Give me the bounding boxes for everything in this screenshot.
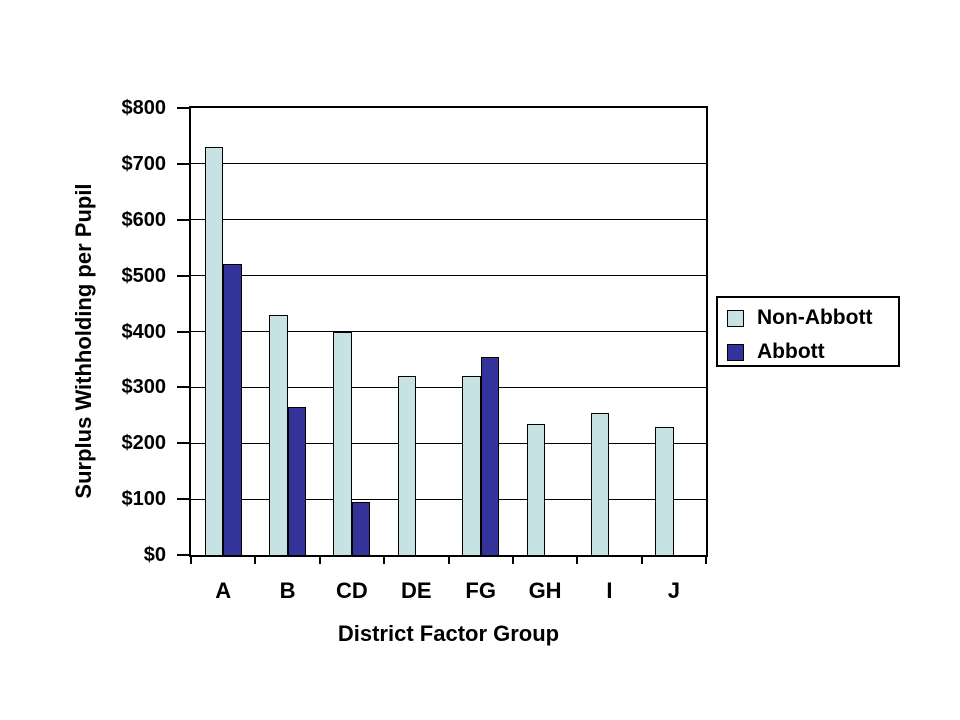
bar-non-abbott-cd	[333, 331, 352, 555]
y-tick-label-0: $0	[143, 544, 166, 566]
y-tick-2	[177, 442, 189, 445]
x-tick-label-b: B	[279, 578, 296, 603]
x-tick-0	[190, 557, 192, 564]
y-tick-label-6: $600	[121, 208, 167, 231]
x-tick-2	[318, 557, 321, 564]
bar-non-abbott-i	[590, 412, 610, 555]
bar-abbott-b	[287, 406, 307, 555]
gridline-600	[191, 219, 706, 221]
bar-non-abbott-b	[269, 314, 288, 555]
x-tick-5	[511, 557, 514, 564]
legend-swatch-non-abbott	[727, 309, 744, 327]
y-tick-label-2: $200	[121, 432, 167, 455]
y-tick-3	[177, 386, 189, 389]
gridline-400	[191, 331, 706, 332]
legend-label-non-abbott: Non-Abbott	[757, 306, 873, 329]
x-tick-3	[383, 557, 386, 564]
legend-label-abbott: Abbott	[757, 340, 825, 363]
y-tick-8	[177, 107, 189, 109]
bar-abbott-cd	[351, 501, 371, 555]
bar-abbott-fg	[480, 356, 500, 555]
x-tick-label-gh: GH	[528, 578, 562, 603]
y-tick-0	[177, 554, 189, 556]
y-tick-label-8: $800	[121, 97, 167, 119]
gridline-200	[191, 442, 706, 444]
gridline-100	[191, 498, 706, 500]
bar-abbott-a	[223, 264, 242, 555]
bar-non-abbott-fg	[462, 376, 481, 555]
x-axis-title: District Factor Group	[337, 621, 560, 646]
y-tick-label-3: $300	[121, 376, 167, 399]
bar-non-abbott-de	[397, 376, 417, 555]
y-tick-1	[177, 498, 189, 501]
y-tick-7	[177, 162, 189, 165]
bar-non-abbott-a	[204, 147, 224, 555]
x-tick-7	[640, 557, 643, 564]
gridline-700	[191, 163, 706, 165]
legend-entry-non-abbott: Non-Abbott	[727, 306, 872, 330]
y-tick-5	[177, 274, 189, 277]
gridline-300	[191, 386, 706, 388]
x-tick-label-a: A	[215, 578, 232, 603]
x-tick-6	[576, 557, 579, 564]
x-tick-8	[705, 557, 707, 564]
x-tick-label-j: J	[667, 578, 680, 603]
bar-non-abbott-gh	[526, 423, 546, 555]
y-tick-label-7: $700	[121, 152, 167, 175]
y-tick-label-5: $500	[121, 264, 167, 287]
y-tick-4	[177, 330, 189, 333]
x-tick-label-cd: CD	[336, 578, 368, 603]
plot-area	[189, 106, 708, 557]
x-tick-4	[447, 557, 450, 564]
x-tick-label-i: I	[606, 578, 613, 603]
y-tick-label-1: $100	[121, 488, 167, 511]
legend-swatch-abbott	[727, 343, 744, 361]
legend: Non-Abbott Abbott	[716, 296, 900, 367]
x-tick-label-fg: FG	[465, 578, 496, 603]
bar-non-abbott-j	[655, 426, 674, 555]
y-tick-label-4: $400	[121, 320, 167, 343]
y-tick-6	[177, 218, 189, 221]
x-tick-label-de: DE	[401, 578, 432, 603]
x-tick-1	[254, 557, 257, 564]
gridline-500	[191, 275, 706, 277]
legend-entry-abbott: Abbott	[727, 340, 825, 364]
